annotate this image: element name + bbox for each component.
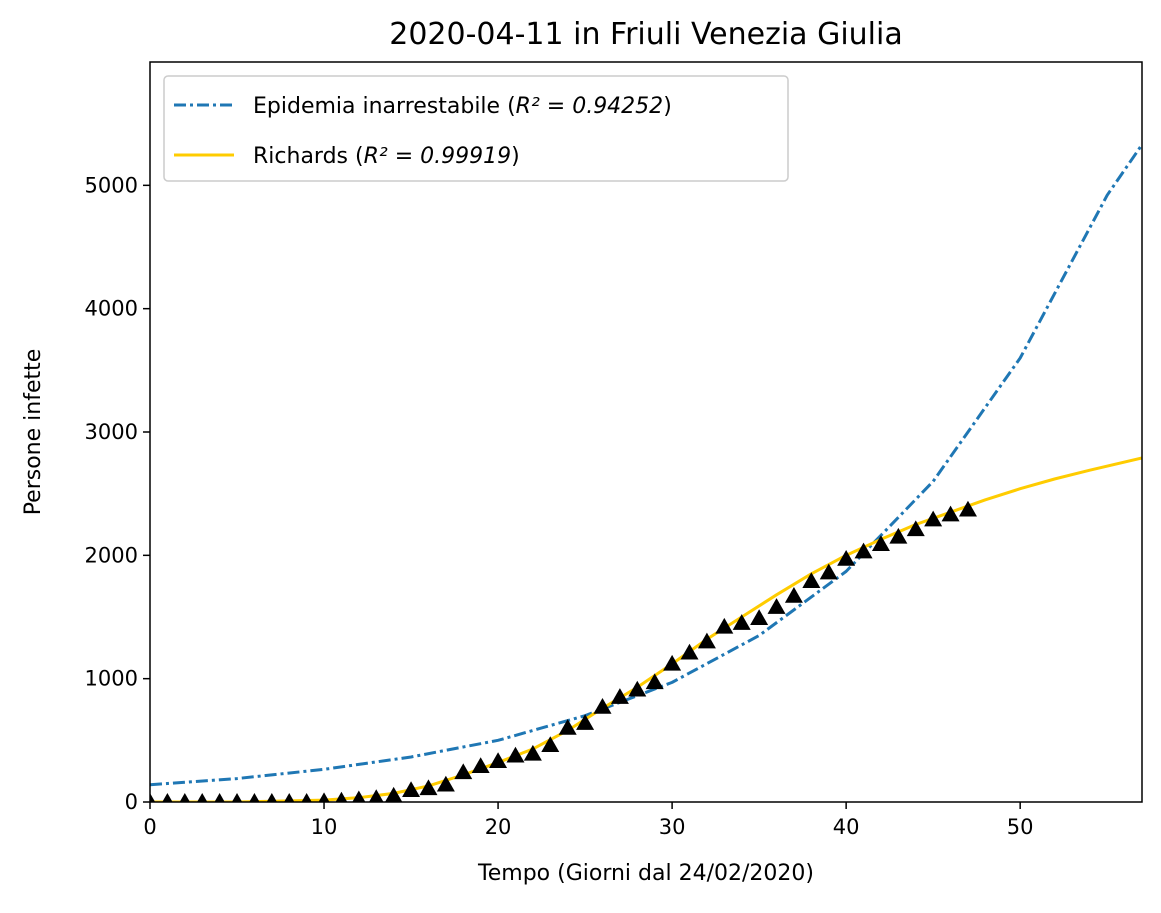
- y-tick-label: 1000: [85, 667, 138, 691]
- y-axis: 0 1000 2000 3000 4000 5000: [85, 173, 150, 814]
- y-tick-label: 3000: [85, 420, 138, 444]
- data-point-triangle: [335, 791, 348, 802]
- data-point-triangle: [402, 781, 421, 798]
- data-point-triangle: [150, 793, 156, 802]
- data-point-triangle: [906, 520, 925, 537]
- data-point-triangle: [506, 746, 525, 763]
- y-tick-label: 0: [125, 790, 138, 814]
- series-line-richards: [150, 456, 1142, 802]
- legend-label-richards: Richards (R² = 0.99919): [253, 144, 520, 169]
- x-axis-label: Tempo (Giorni dal 24/02/2020): [477, 861, 814, 886]
- data-point-triangle: [680, 643, 699, 660]
- data-point-triangle: [837, 550, 856, 566]
- data-point-triangle: [750, 609, 769, 625]
- data-point-triangle: [854, 542, 873, 559]
- x-tick-label: 10: [311, 815, 338, 839]
- data-point-triangle: [697, 632, 716, 649]
- data-point-triangle: [889, 527, 908, 544]
- data-point-triangle: [610, 688, 629, 704]
- data-point-triangle: [941, 505, 960, 522]
- data-point-triangle: [489, 752, 508, 769]
- data-point-triangle: [541, 736, 560, 753]
- data-point-triangle: [732, 614, 751, 630]
- data-point-triangle: [784, 587, 803, 603]
- data-point-triangle: [266, 793, 277, 802]
- legend: Epidemia inarrestabile (R² = 0.94252) Ri…: [163, 75, 789, 182]
- data-point-triangle: [162, 793, 173, 802]
- data-point-triangle: [576, 714, 595, 730]
- data-point-triangle: [301, 793, 312, 802]
- data-point-triangle: [523, 744, 542, 761]
- data-point-triangle: [436, 775, 455, 792]
- y-tick-label: 4000: [85, 297, 138, 321]
- data-point-triangle: [454, 763, 473, 780]
- data-point-triangle: [419, 779, 438, 796]
- data-point-triangle: [368, 789, 384, 802]
- data-point-triangle: [802, 572, 821, 588]
- data-point-triangle: [715, 617, 734, 634]
- data-point-triangle: [593, 698, 612, 714]
- y-tick-label: 2000: [85, 543, 138, 567]
- data-point-triangle: [318, 792, 330, 802]
- data-point-triangle: [767, 598, 786, 614]
- data-point-triangle: [214, 793, 225, 802]
- data-point-triangle: [958, 500, 977, 517]
- data-point-triangle: [924, 510, 943, 527]
- data-point-triangle: [384, 786, 403, 802]
- y-tick-label: 5000: [85, 173, 138, 197]
- data-point-triangle: [645, 673, 664, 690]
- data-point-triangle: [284, 793, 295, 802]
- data-point-triangle: [663, 654, 682, 671]
- data-point-triangle: [231, 793, 243, 802]
- x-tick-label: 30: [659, 815, 686, 839]
- data-point-triangle: [197, 793, 208, 802]
- data-point-triangle: [819, 563, 838, 580]
- data-point-triangle: [471, 757, 490, 773]
- x-axis: 0 10 20 30 40 50: [143, 802, 1034, 839]
- data-point-triangle: [179, 793, 190, 802]
- chart-title: 2020-04-11 in Friuli Venezia Giulia: [389, 17, 903, 52]
- x-tick-label: 50: [1007, 815, 1034, 839]
- data-point-triangle: [558, 719, 577, 735]
- legend-box: [163, 75, 789, 182]
- x-tick-label: 20: [485, 815, 512, 839]
- legend-label-epidemia: Epidemia inarrestabile (R² = 0.94252): [253, 94, 672, 119]
- plot-area: 0 10 20 30 40 50 0 1000 2000 3000 4000 5000: [85, 61, 1143, 839]
- series-line-epidemia: [150, 143, 1142, 787]
- data-point-triangle: [249, 793, 260, 802]
- data-points: [150, 500, 977, 802]
- x-tick-label: 40: [833, 815, 860, 839]
- data-point-triangle: [352, 790, 366, 802]
- x-tick-label: 0: [143, 815, 156, 839]
- data-point-triangle: [871, 535, 890, 551]
- y-axis-label: Persone infette: [21, 349, 46, 516]
- data-point-triangle: [628, 680, 647, 697]
